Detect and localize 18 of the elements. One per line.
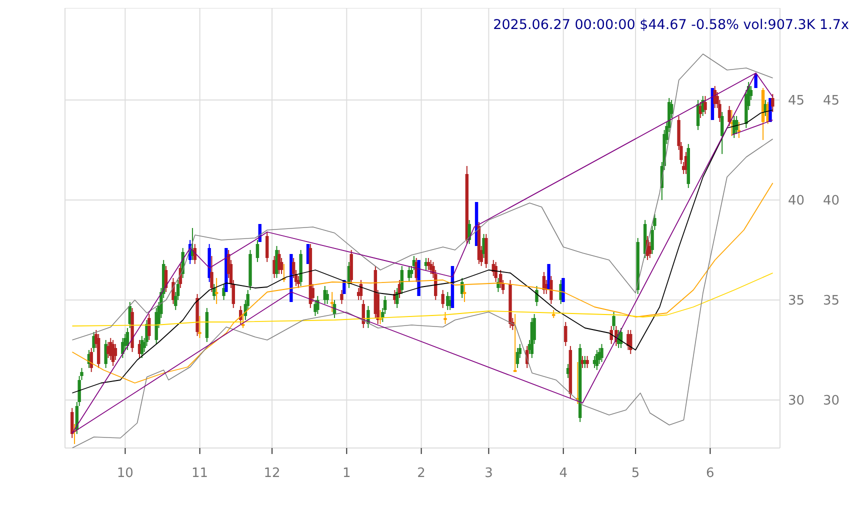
- text: 2025.06.27 00:00:00 $44.67 -0.58% vol:907.3K 1.7x: [493, 17, 849, 33]
- y-tick-label: 45: [788, 94, 805, 109]
- y2-tick-label: 30: [823, 394, 840, 409]
- y2-tick-label: 45: [823, 94, 840, 109]
- x-tick-label: 4: [559, 466, 568, 482]
- x-tick-label: 3: [484, 466, 493, 482]
- y-tick-label: 35: [788, 294, 805, 309]
- x-tick-label: 10: [116, 466, 134, 482]
- x-tick-label: 11: [192, 466, 208, 482]
- x-tick-label: 12: [264, 466, 280, 482]
- x-tick-label: 6: [706, 466, 714, 482]
- y2-tick-label: 35: [823, 294, 840, 309]
- x-tick-label: 2: [417, 466, 426, 482]
- x-tick-label: 5: [631, 466, 640, 482]
- y-tick-label: 30: [788, 394, 805, 409]
- y-tick-label: 40: [788, 194, 805, 209]
- y2-tick-label: 40: [823, 194, 840, 209]
- x-tick-label: 1: [342, 466, 351, 482]
